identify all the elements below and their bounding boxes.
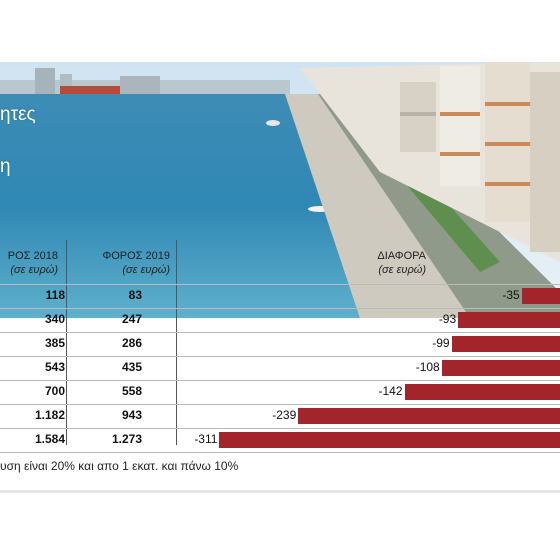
tax-2019-value: 943: [121, 408, 142, 422]
column-header-difference: ΔΙΑΦΟΡΑ (σε ευρώ): [330, 250, 426, 276]
table-row: 1.584 1.273 -311: [0, 429, 560, 453]
difference-label: -93: [438, 312, 457, 326]
coastline-illustration: [0, 62, 560, 318]
tax-2018-value: 340: [44, 312, 65, 326]
footnote: υση είναι 20% και απο 1 εκατ. και πάνω 1…: [0, 459, 239, 473]
table-row: 340 247 -93: [0, 309, 560, 333]
column-header-tax-2018-unit: (σε ευρώ): [10, 264, 58, 276]
column-header-tax-2018-label: ΡΟΣ 2018: [7, 250, 58, 262]
tax-2018-value: 1.584: [34, 432, 65, 446]
difference-label: -239: [272, 408, 297, 422]
column-header-difference-unit: (σε ευρώ): [378, 264, 426, 276]
difference-label: -108: [415, 360, 440, 374]
tax-table: 118 83 -35 340 247 -93 385 286 -99 543 435 -108 700 5…: [0, 284, 560, 453]
tax-2018-value: 1.182: [34, 408, 65, 422]
column-header-tax-2019-label: ΦΟΡΟΣ 2019: [102, 250, 170, 262]
table-row: 1.182 943 -239: [0, 405, 560, 429]
difference-bar: [451, 336, 560, 352]
difference-label: -142: [378, 384, 403, 398]
column-header-tax-2018: ΡΟΣ 2018 (σε ευρώ): [0, 250, 58, 276]
difference-bar: [298, 408, 560, 424]
tax-2019-value: 1.273: [111, 432, 142, 446]
tax-2018-value: 118: [45, 288, 65, 302]
tax-2019-value: 247: [121, 312, 142, 326]
tax-2019-value: 435: [121, 360, 142, 374]
tax-2019-value: 83: [128, 288, 142, 302]
table-row: 118 83 -35: [0, 284, 560, 309]
coastline-photo: [0, 62, 560, 318]
tax-2018-value: 700: [44, 384, 65, 398]
difference-bar: [458, 312, 560, 328]
column-divider: [66, 240, 67, 445]
column-header-difference-label: ΔΙΑΦΟΡΑ: [377, 250, 426, 262]
tax-2018-value: 385: [44, 336, 65, 350]
difference-bar: [219, 432, 560, 448]
difference-bar: [521, 288, 560, 304]
bottom-divider: [0, 490, 560, 493]
column-header-tax-2019: ΦΟΡΟΣ 2019 (σε ευρώ): [70, 250, 170, 276]
table-row: 543 435 -108: [0, 357, 560, 381]
difference-bar: [404, 384, 560, 400]
difference-label: -99: [432, 336, 450, 350]
difference-label: -35: [502, 288, 520, 302]
table-row: 385 286 -99: [0, 333, 560, 357]
tax-2019-value: 558: [121, 384, 142, 398]
chart-title-line-1: ητες: [0, 104, 36, 125]
difference-label: -311: [194, 432, 218, 446]
tax-2019-value: 286: [121, 336, 142, 350]
column-divider: [176, 240, 177, 445]
difference-bar: [441, 360, 560, 376]
table-row: 700 558 -142: [0, 381, 560, 405]
chart-title-line-2: η: [0, 156, 11, 177]
tax-2018-value: 543: [44, 360, 65, 374]
column-header-tax-2019-unit: (σε ευρώ): [122, 264, 170, 276]
